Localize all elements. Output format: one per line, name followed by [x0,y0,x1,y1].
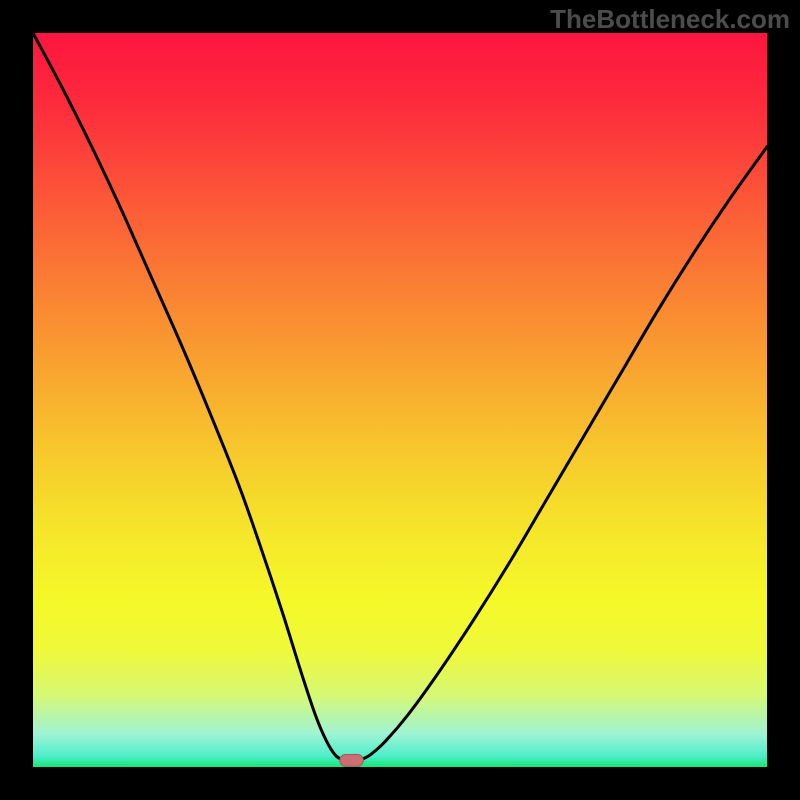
watermark-text: TheBottleneck.com [550,4,790,34]
optimal-point-marker [33,33,767,767]
optimal-point-pill [340,755,363,767]
chart-canvas: TheBottleneck.com [0,0,800,800]
plot-area [33,33,767,767]
